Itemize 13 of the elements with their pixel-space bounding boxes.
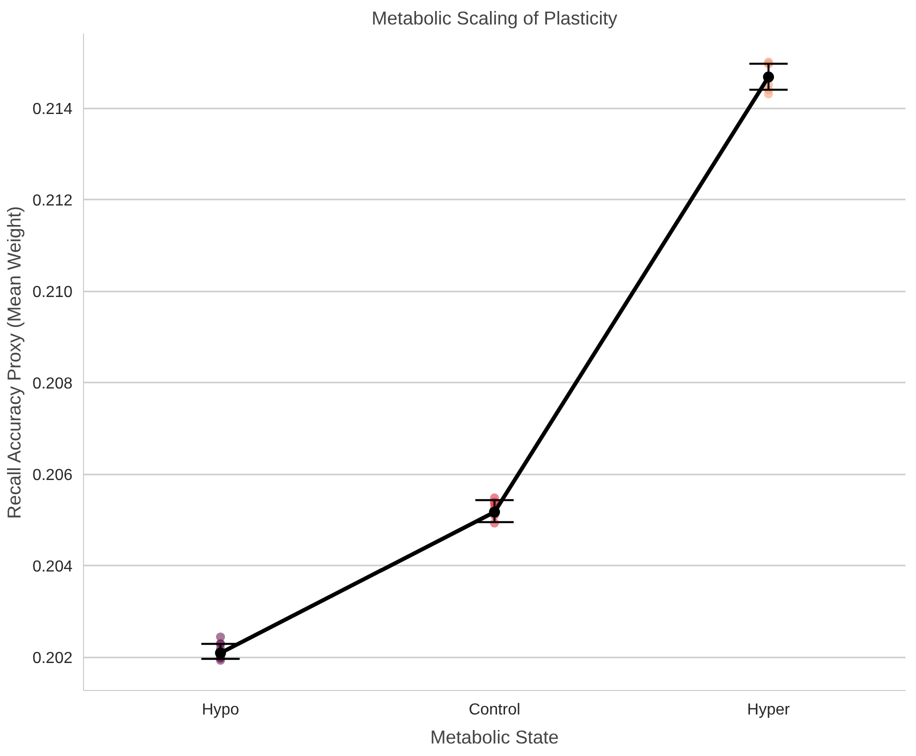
y-tick-label: 0.214 bbox=[32, 101, 73, 118]
x-axis-title: Metabolic State bbox=[430, 726, 559, 748]
y-axis-title: Recall Accuracy Proxy (Mean Weight) bbox=[3, 206, 24, 519]
y-tick-label: 0.210 bbox=[32, 284, 73, 302]
y-tick-label: 0.204 bbox=[32, 558, 73, 576]
y-tick-label: 0.212 bbox=[32, 192, 73, 210]
y-tick-label: 0.202 bbox=[32, 650, 73, 668]
y-tick-label: 0.206 bbox=[32, 467, 73, 484]
chart-title: Metabolic Scaling of Plasticity bbox=[372, 8, 618, 28]
x-tick-label: Control bbox=[468, 702, 520, 718]
x-tick-label: Hyper bbox=[747, 702, 791, 718]
y-tick-label: 0.208 bbox=[32, 376, 73, 393]
x-tick-label: Hypo bbox=[202, 702, 240, 718]
